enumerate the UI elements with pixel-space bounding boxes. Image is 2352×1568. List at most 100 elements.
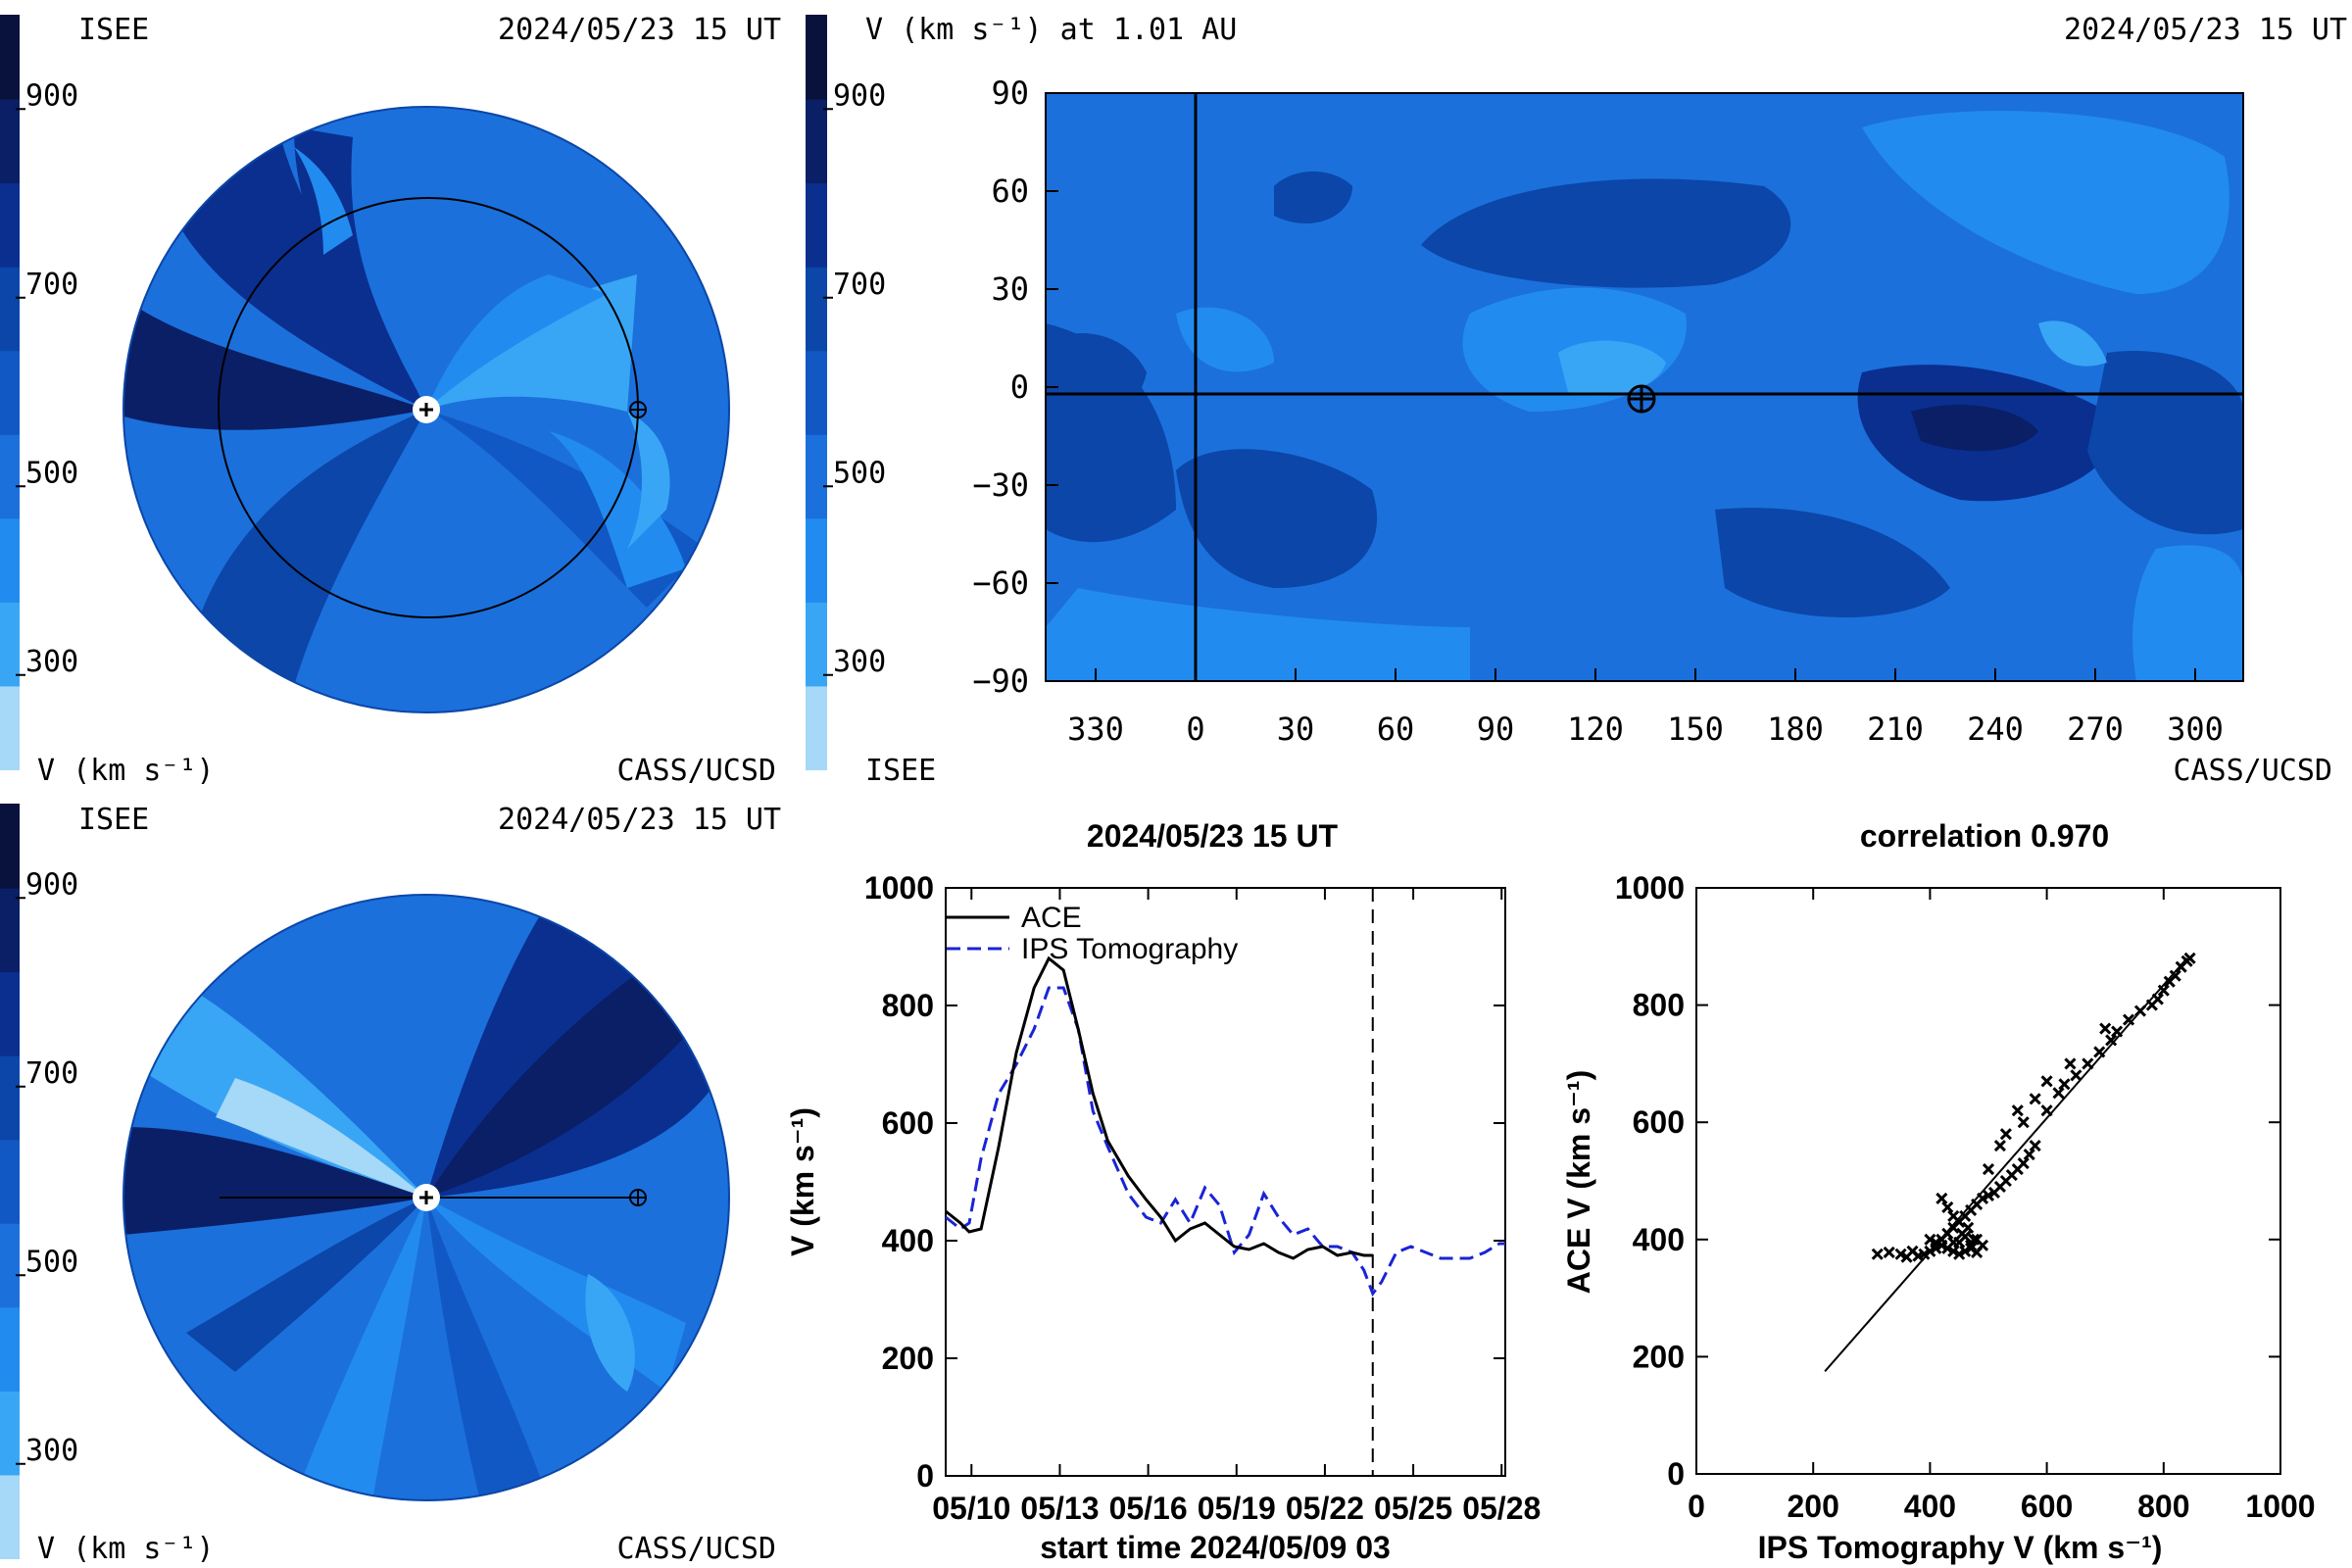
colorbar-segment — [806, 433, 827, 519]
colorbar-tick-label: 300 — [25, 645, 78, 679]
colorbar-tick-label: 700 — [25, 268, 78, 302]
colorbar-tick-label: 700 — [833, 268, 886, 302]
scatter-point — [1968, 1233, 1981, 1246]
y-tick-label: 1000 — [1615, 870, 1685, 906]
scatter-point — [2111, 1025, 2124, 1038]
scatter-point — [2011, 1104, 2024, 1117]
y-tick-label: 400 — [882, 1223, 934, 1258]
scatter-y-ticks: 0 200 400 600 800 1000 — [1615, 870, 2280, 1492]
lon-tick-label: 180 — [1767, 710, 1824, 748]
colorbar-tick-label: 500 — [25, 1245, 78, 1279]
scatter-point — [2029, 1140, 2041, 1152]
scatter-point — [1947, 1245, 1960, 1257]
colorbar-segment — [806, 517, 827, 603]
lat-tick-label: 60 — [991, 172, 1029, 210]
colorbar-segment — [0, 517, 20, 603]
meridional-panel: ISEE 2024/05/23 15 UT V (km s⁻¹) CASS/UC… — [37, 803, 781, 1566]
colorbar-tick-label: 700 — [25, 1056, 78, 1091]
colorbar-segment — [0, 601, 20, 687]
lon-tick-label: 330 — [1067, 710, 1124, 748]
colorbar-segment — [0, 15, 20, 100]
lat-tick-label: −30 — [972, 466, 1029, 504]
scatter-point — [2157, 984, 2170, 997]
lon-tick-label: 0 — [1186, 710, 1204, 748]
ecliptic-unit-label: V (km s⁻¹) — [37, 754, 215, 788]
x-tick-label: 0 — [1688, 1489, 1705, 1524]
colorbar-segment — [0, 433, 20, 519]
map-institute: ISEE — [865, 754, 936, 788]
colorbar-segment — [0, 266, 20, 352]
x-tick-label: 1000 — [2245, 1489, 2315, 1524]
scatter-point — [1894, 1248, 1907, 1260]
scatter-point — [2070, 1069, 2082, 1082]
scatter-point — [2023, 1149, 2035, 1161]
lon-tick-label: 60 — [1377, 710, 1415, 748]
scatter-chart: correlation 0.970 0 200 400 600 800 1000 0 200… — [1561, 818, 2316, 1565]
lat-tick-label: 90 — [991, 74, 1029, 112]
scatter-point — [2040, 1075, 2053, 1088]
lon-tick-label: 210 — [1867, 710, 1924, 748]
lat-tick-label: −90 — [972, 662, 1029, 700]
colorbar-segment — [0, 971, 20, 1056]
colorbar-tick-label: 900 — [833, 78, 886, 113]
scatter-point — [1999, 1128, 2012, 1141]
time-series-chart: 2024/05/23 15 UT 0 200 400 600 800 1000 05/10… — [785, 818, 1541, 1565]
scatter-point — [1871, 1248, 1884, 1260]
colorbar-segment — [806, 182, 827, 268]
series-ace — [945, 956, 1373, 1260]
colorbar-tick-label: 300 — [25, 1434, 78, 1468]
earth-icon — [629, 1189, 647, 1206]
colorbar-segment — [0, 350, 20, 435]
x-tick-label: 05/10 — [932, 1491, 1010, 1526]
scatter-point — [2082, 1057, 2094, 1070]
x-tick-label: 05/22 — [1286, 1491, 1364, 1526]
map-title: V (km s⁻¹) at 1.01 AU — [865, 13, 1237, 47]
lon-tick-label: 300 — [2167, 710, 2224, 748]
colorbar-mid-top: 900 700 500 300 — [806, 15, 886, 770]
scatter-ylabel: ACE V (km s⁻¹) — [1561, 1070, 1596, 1294]
y-tick-label: 600 — [1633, 1104, 1685, 1140]
colorbar-tick-label: 900 — [25, 78, 78, 113]
x-tick-label: 05/25 — [1374, 1491, 1452, 1526]
scatter-point — [1936, 1192, 1948, 1205]
y-tick-label: 400 — [1633, 1222, 1685, 1257]
sun-icon — [413, 396, 440, 423]
colorbar-segment — [0, 1474, 20, 1559]
meridional-timestamp: 2024/05/23 15 UT — [498, 803, 781, 837]
colorbar-segment — [0, 1306, 20, 1392]
colorbar-left-top: 900 700 500 300 — [0, 15, 78, 770]
scatter-fit-line — [1824, 957, 2188, 1373]
colorbar-tick-label: 500 — [25, 456, 78, 490]
scatter-point — [1976, 1192, 1989, 1205]
time-series-legend: ACE IPS Tomography — [947, 902, 1238, 965]
scatter-point — [2058, 1078, 2071, 1091]
scatter-point — [1924, 1245, 1936, 1257]
lon-tick-label: 90 — [1477, 710, 1515, 748]
ecliptic-timestamp: 2024/05/23 15 UT — [498, 13, 781, 47]
map-lat-ticks: 90 60 30 0 −30 −60 −90 — [972, 74, 1058, 700]
scatter-xlabel: IPS Tomography V (km s⁻¹) — [1758, 1530, 2163, 1565]
scatter-point — [2040, 1104, 2053, 1117]
scatter-point — [2017, 1156, 2030, 1170]
meridional-unit-label: V (km s⁻¹) — [37, 1532, 215, 1566]
scatter-point — [1900, 1250, 1913, 1263]
colorbar-segment — [0, 1222, 20, 1308]
colorbar-segment — [0, 887, 20, 973]
y-tick-label: 800 — [882, 988, 934, 1023]
legend-ace: ACE — [1021, 902, 1082, 934]
map-credit: CASS/UCSD — [2173, 754, 2332, 788]
scatter-point — [1976, 1239, 1989, 1251]
scatter-point — [2064, 1057, 2077, 1070]
scatter-point — [1941, 1200, 1954, 1213]
scatter-point — [1947, 1236, 1960, 1249]
scatter-point — [2122, 1013, 2135, 1026]
scatter-point — [1912, 1250, 1925, 1262]
colorbar-tick-label: 900 — [25, 867, 78, 902]
earth-icon — [629, 401, 647, 418]
time-series-title: 2024/05/23 15 UT — [1087, 818, 1339, 854]
ecliptic-panel: ISEE 2024/05/23 15 UT V (km s⁻¹) CASS/UC… — [37, 13, 781, 788]
legend-ips: IPS Tomography — [1021, 933, 1238, 965]
lon-tick-label: 240 — [1967, 710, 2024, 748]
x-tick-label: 05/16 — [1109, 1491, 1188, 1526]
